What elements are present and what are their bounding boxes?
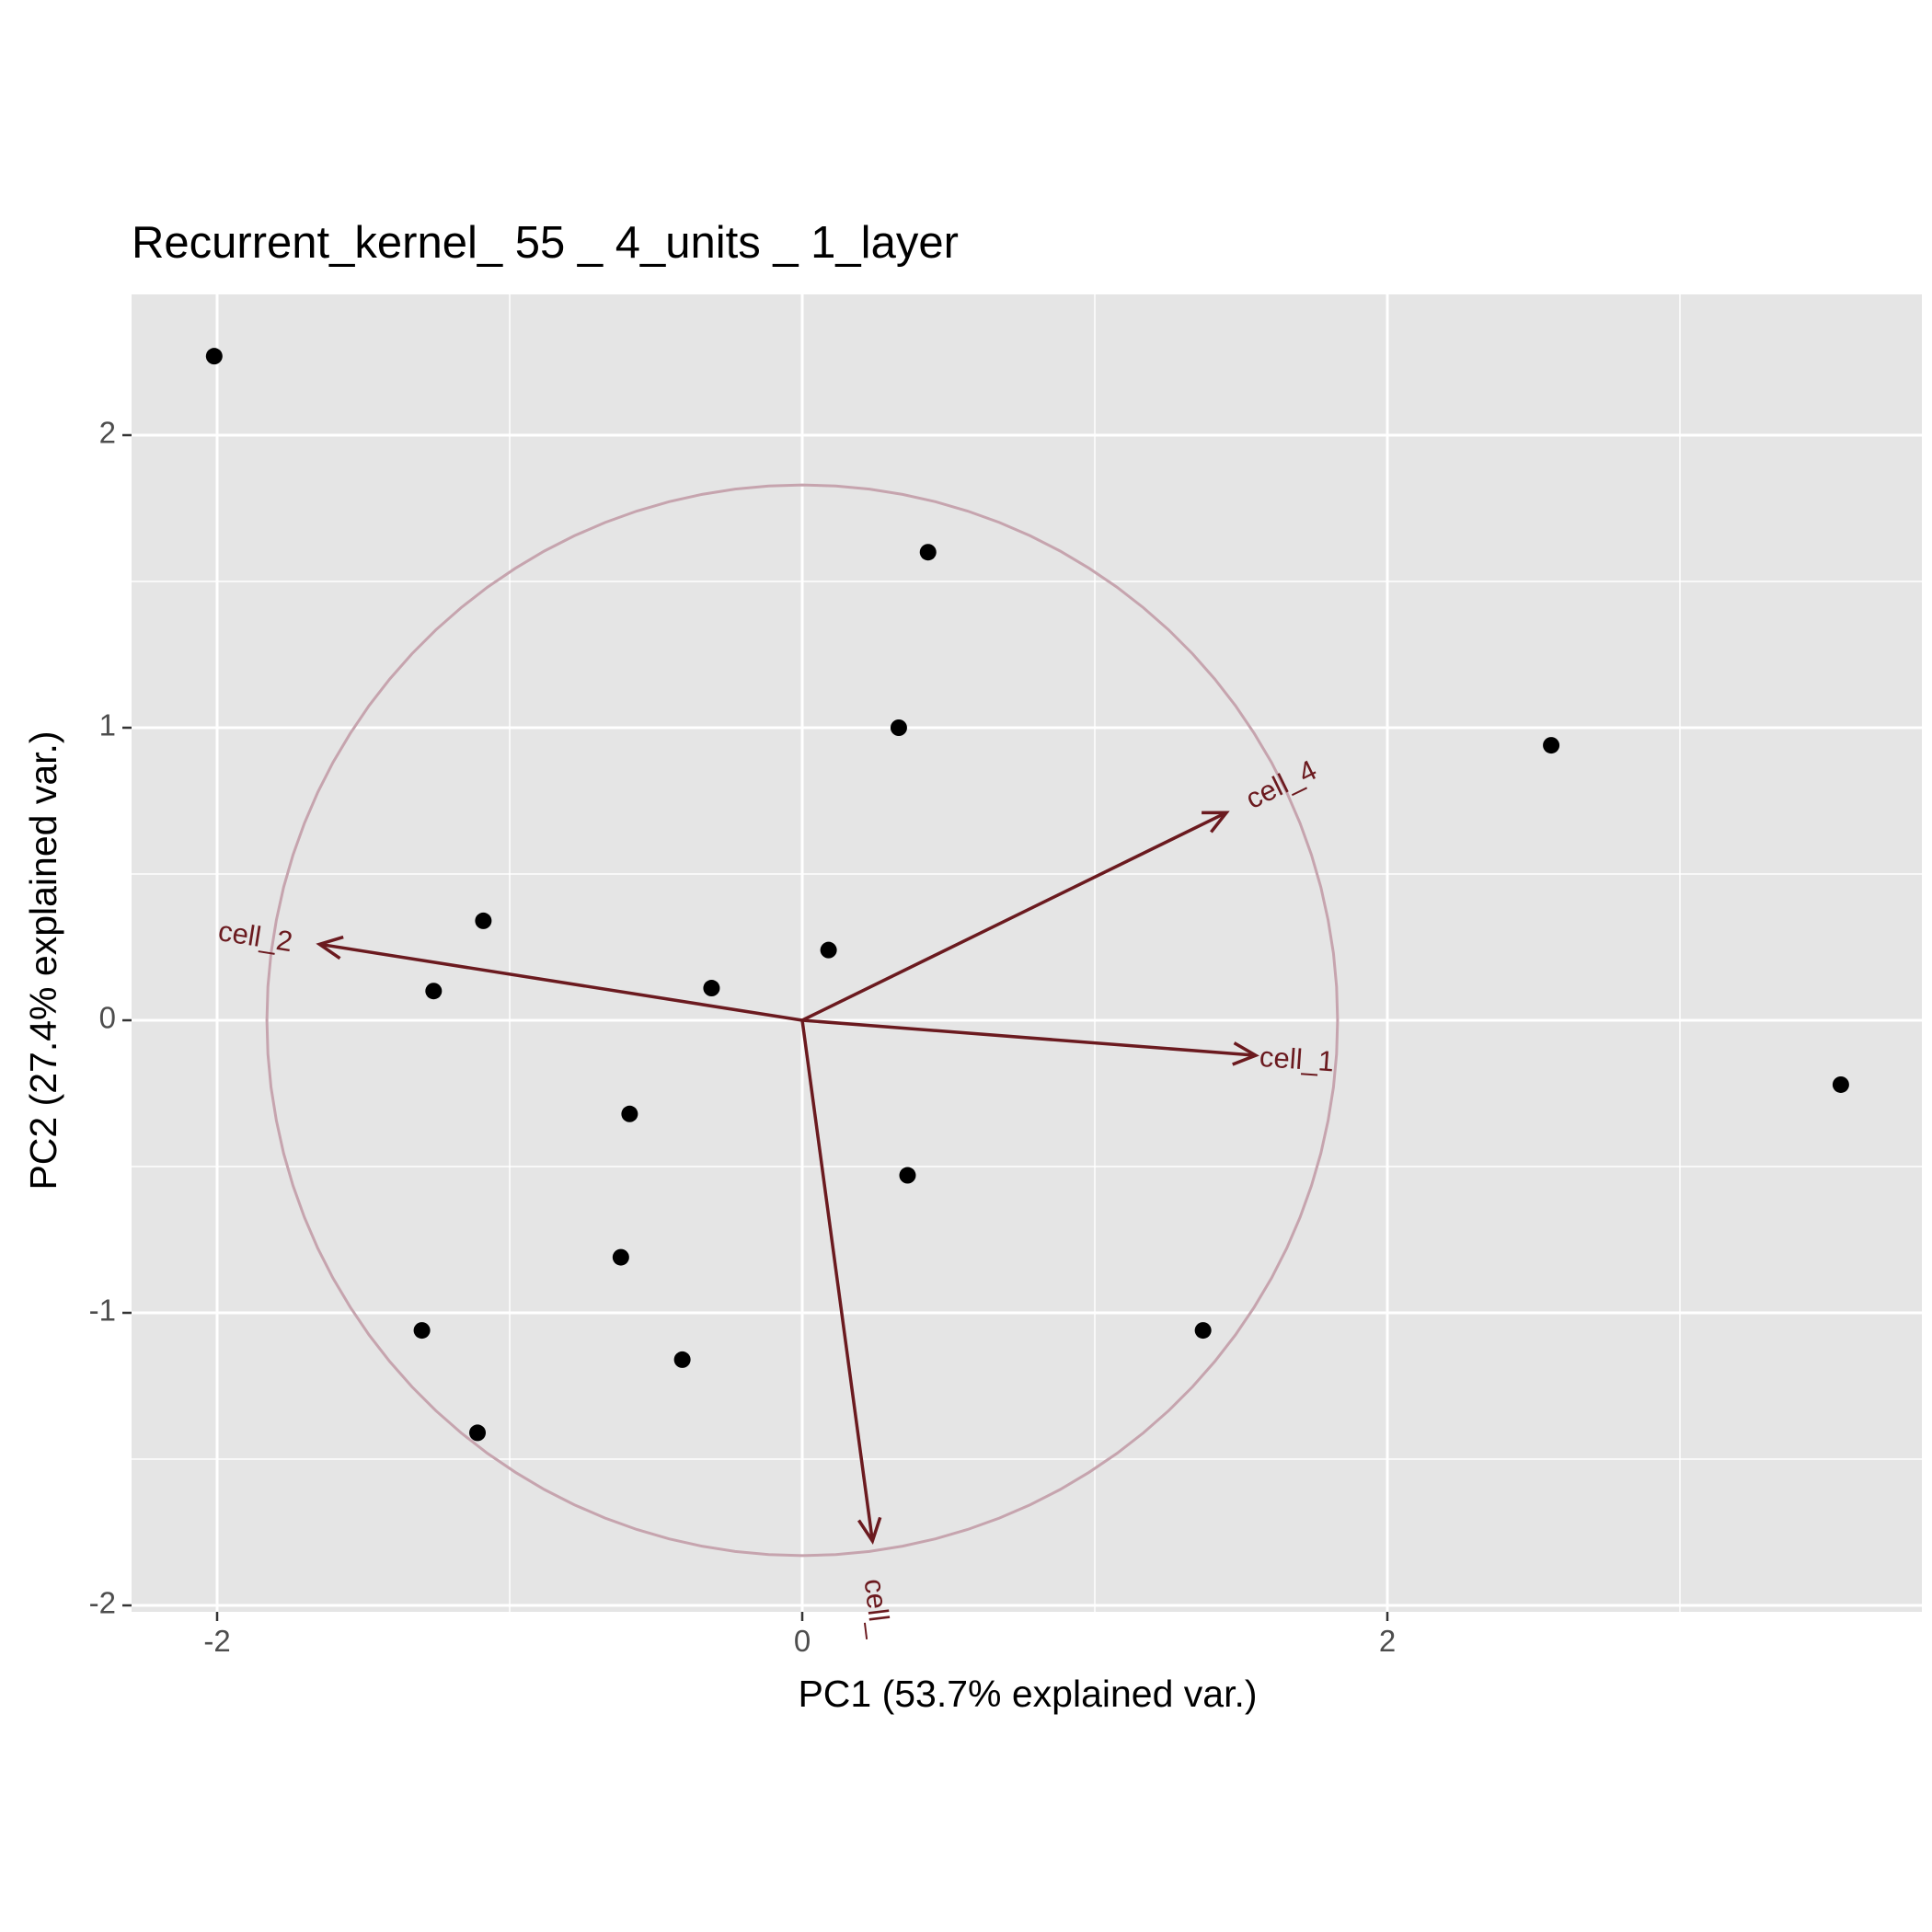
y-tick-label: -2 (89, 1586, 116, 1620)
y-tick-label: 0 (99, 1001, 116, 1035)
data-point (469, 1424, 487, 1442)
data-point (621, 1105, 638, 1122)
chart-title: Recurrent_kernel_ 55 _ 4_units _ 1_layer (132, 218, 959, 268)
arrow-head (1202, 811, 1230, 834)
data-point (413, 1322, 431, 1340)
arrow-label: cell_ (858, 1577, 898, 1639)
arrow-shaft (801, 811, 1227, 1022)
data-point (425, 983, 443, 1000)
data-point (703, 980, 720, 997)
plot-panel (132, 294, 1922, 1612)
y-tick-label: 2 (99, 416, 116, 450)
data-point (1543, 737, 1560, 754)
arrow-shaft (319, 942, 803, 1022)
axes: -2 0 2 -2 -1 0 1 2 (89, 416, 1397, 1658)
x-tick-label: -2 (203, 1624, 230, 1658)
circle-outline (265, 483, 1340, 1558)
data-point (205, 348, 223, 365)
data-point (673, 1351, 691, 1368)
y-tick-label: -1 (89, 1294, 116, 1328)
grid-lines (132, 294, 1922, 1612)
data-point (890, 719, 907, 736)
data-points (205, 348, 1849, 1442)
data-point (475, 912, 492, 929)
arrow-head (857, 1516, 882, 1546)
arrow-label: cell_1 (1259, 1041, 1335, 1078)
data-point (1832, 1075, 1849, 1093)
data-point (899, 1167, 916, 1184)
data-point (612, 1248, 629, 1266)
arrow-head (316, 935, 344, 960)
correlation-circle (265, 483, 1340, 1558)
y-tick-label: 1 (99, 708, 116, 742)
data-point (820, 941, 837, 959)
arrow-head (1232, 1041, 1259, 1066)
x-tick-label: 0 (794, 1624, 811, 1658)
x-axis-title: PC1 (53.7% explained var.) (798, 1673, 1257, 1715)
data-point (919, 544, 937, 561)
arrow-shaft (800, 1019, 875, 1542)
x-tick-label: 2 (1379, 1624, 1396, 1658)
y-axis-title: PC2 (27.4% explained var.) (22, 730, 64, 1190)
data-point (1194, 1322, 1212, 1340)
arrow-shaft (801, 1018, 1257, 1057)
